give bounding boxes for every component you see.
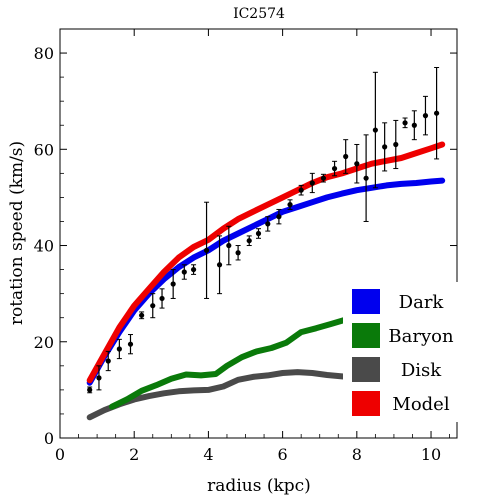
data-points-layer [87, 66, 440, 394]
x-tick-label: 4 [203, 445, 213, 464]
data-point [363, 175, 369, 181]
data-point [181, 269, 187, 275]
data-point [422, 113, 429, 119]
data-point [298, 187, 304, 193]
data-point [150, 303, 156, 309]
data-point [354, 161, 360, 167]
data-point [226, 242, 232, 249]
data-point [203, 247, 210, 253]
y-tick-label: 20 [34, 333, 54, 352]
x-tick-label: 0 [55, 445, 65, 464]
data-point [105, 358, 111, 364]
data-point [411, 122, 417, 128]
data-point [116, 346, 122, 352]
data-point [265, 221, 271, 227]
data-point [309, 180, 315, 186]
data-point [246, 238, 252, 244]
y-tick-label: 80 [34, 44, 54, 63]
x-tick-label: 8 [352, 445, 362, 464]
y-axis-ticks: 0 20 40 60 80 [34, 28, 457, 448]
data-point [393, 141, 399, 148]
data-point [343, 153, 349, 160]
x-axis-label: radius (kpc) [207, 476, 311, 496]
data-point [216, 262, 223, 268]
legend-swatch-model [352, 391, 380, 416]
legend-label-disk: Disk [401, 360, 442, 381]
data-point [87, 387, 93, 393]
legend-label-model: Model [392, 394, 449, 415]
series-line-model [86, 141, 446, 384]
y-tick-label: 0 [44, 429, 54, 448]
x-tick-label: 6 [278, 445, 288, 464]
data-point [255, 230, 262, 237]
data-point [96, 375, 102, 381]
data-point [320, 175, 327, 181]
legend-label-baryon: Baryon [388, 326, 454, 347]
data-point [402, 120, 408, 126]
chart-title: IC2574 [233, 6, 285, 22]
data-point [331, 165, 338, 172]
x-tick-label: 10 [421, 445, 441, 464]
data-point [433, 110, 440, 116]
legend-label-dark: Dark [399, 292, 445, 313]
data-point [287, 202, 293, 208]
y-tick-label: 40 [34, 237, 54, 256]
data-point [139, 312, 145, 318]
x-axis-ticks: 0 2 4 6 8 10 [55, 29, 450, 464]
data-point [382, 144, 388, 150]
data-point [190, 266, 197, 273]
y-axis-label: rotation speed (km/s) [7, 141, 27, 325]
data-point [127, 341, 134, 347]
legend-swatch-dark [352, 289, 380, 314]
data-point [235, 250, 241, 256]
y-tick-label: 60 [34, 140, 54, 159]
data-point [276, 214, 282, 220]
legend-swatch-baryon [352, 323, 380, 348]
legend: Dark Baryon Disk Model [343, 282, 461, 422]
data-point [170, 281, 176, 287]
data-point [372, 127, 378, 133]
legend-swatch-disk [352, 357, 380, 382]
data-point [159, 295, 165, 302]
x-tick-label: 2 [129, 445, 139, 464]
